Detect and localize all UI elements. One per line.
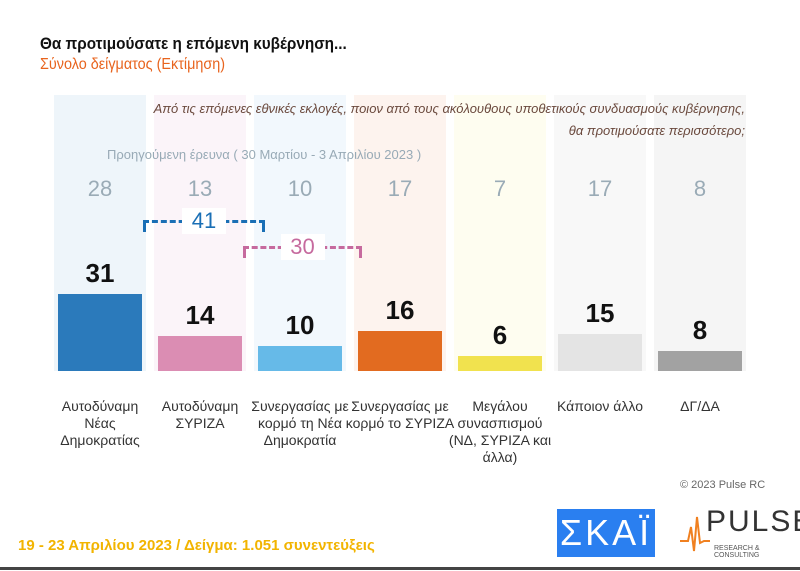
footer-sample-info: 19 - 23 Απριλίου 2023 / Δείγμα: 1.051 συ… xyxy=(18,537,375,554)
bar xyxy=(358,331,442,371)
bar-value: 31 xyxy=(85,257,115,288)
category-label: Κάποιον άλλο xyxy=(557,398,643,414)
previous-value: 28 xyxy=(87,176,113,201)
bar xyxy=(458,356,542,371)
question-text: Από τις επόμενες εθνικές εκλογές, ποιον … xyxy=(153,101,745,138)
copyright: © 2023 Pulse RC xyxy=(680,479,766,491)
previous-value: 10 xyxy=(287,176,313,201)
bar xyxy=(58,293,142,371)
previous-value: 17 xyxy=(387,176,413,201)
pulse-logo-text: PULSE xyxy=(706,505,800,538)
bar xyxy=(558,333,642,371)
previous-value: 17 xyxy=(587,176,613,201)
bar-value: 16 xyxy=(385,295,415,325)
column-background xyxy=(554,95,646,371)
category-label: ΔΓ/ΔΑ xyxy=(680,398,720,414)
column-background xyxy=(354,95,446,371)
bar-value: 6 xyxy=(492,320,508,350)
previous-value: 7 xyxy=(493,176,507,201)
previous-value: 8 xyxy=(693,176,707,201)
category-label: Συνεργασίας με κορμό το ΣΥΡΙΖΑ xyxy=(345,398,455,431)
pulse-logo-subtext: RESEARCH & CONSULTING xyxy=(714,545,760,559)
bar xyxy=(158,336,242,371)
chart-title: Θα προτιμούσατε η επόμενη κυβέρνηση... xyxy=(40,34,347,53)
bar xyxy=(258,346,342,371)
pulse-logo: PULSE RESEARCH & CONSULTING xyxy=(680,505,800,559)
bar-value: 10 xyxy=(285,310,315,340)
pulse-heartbeat-icon xyxy=(680,516,710,552)
bracket-sum: 30 xyxy=(280,234,325,260)
previous-value: 13 xyxy=(187,176,213,201)
bar-value: 15 xyxy=(585,297,615,328)
skai-logo: ΣΚΑΪ xyxy=(557,509,655,557)
bar-value: 8 xyxy=(692,315,708,345)
bracket-sum: 41 xyxy=(182,208,226,234)
category-label: Συνεργασίας με κορμό τη Νέα Δημοκρατία xyxy=(251,398,349,448)
column-background xyxy=(654,95,746,371)
chart-subtitle: Σύνολο δείγματος (Εκτίμηση) xyxy=(40,56,226,73)
category-label: Μεγάλου συνασπισμού (ΝΔ, ΣΥΡΙΖΑ και άλλα… xyxy=(448,398,552,465)
bar xyxy=(658,351,742,371)
column-background xyxy=(454,95,546,371)
bar-value: 14 xyxy=(185,300,215,330)
bottom-rule xyxy=(0,567,800,570)
category-label: Αυτοδύναμη Νέας Δημοκρατίας xyxy=(60,398,140,448)
previous-survey-label: Προηγούμενη έρευνα ( 30 Μαρτίου - 3 Απρι… xyxy=(107,147,422,162)
column-background xyxy=(254,95,346,371)
category-label: Αυτοδύναμη ΣΥΡΙΖΑ xyxy=(161,398,239,431)
